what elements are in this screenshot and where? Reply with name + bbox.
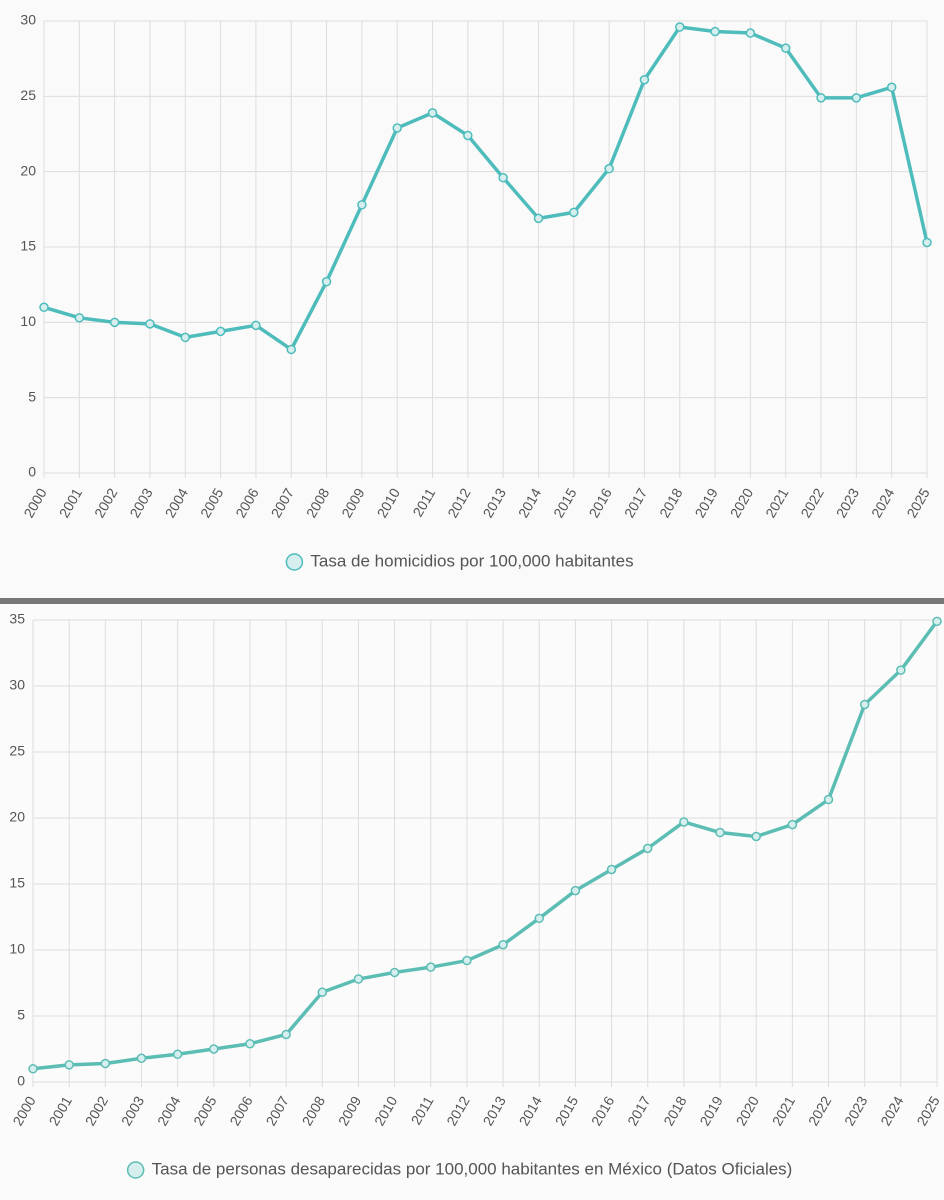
point <box>389 967 400 978</box>
point <box>606 864 617 875</box>
point <box>886 82 897 93</box>
point <box>353 974 364 984</box>
point <box>710 26 720 37</box>
y-tick-label: 35 <box>9 611 25 627</box>
point <box>639 75 650 85</box>
point <box>675 22 685 32</box>
point <box>463 130 473 141</box>
legend-label: Tasa de homicidios por 100,000 habitante… <box>310 551 633 570</box>
point <box>100 1058 111 1069</box>
point <box>679 817 689 827</box>
y-tick-label: 5 <box>28 388 36 404</box>
point <box>245 1038 255 1049</box>
point <box>392 123 402 133</box>
point <box>896 665 906 675</box>
point <box>533 213 544 224</box>
panel-background <box>0 604 944 1200</box>
point <box>534 913 544 924</box>
point <box>357 200 367 210</box>
separator <box>0 598 944 604</box>
y-tick-label: 0 <box>28 464 36 480</box>
point <box>39 302 49 313</box>
point <box>745 28 756 38</box>
point <box>172 1049 183 1060</box>
point <box>498 939 508 950</box>
point <box>109 317 120 328</box>
legend-marker <box>285 553 304 571</box>
point <box>859 699 870 710</box>
point <box>74 313 85 323</box>
point <box>462 955 472 966</box>
point <box>281 1029 291 1040</box>
series-line <box>32 620 939 1071</box>
y-tick-label: 20 <box>20 162 36 178</box>
point <box>569 207 579 218</box>
y-tick-label: 25 <box>9 743 25 759</box>
point <box>215 326 226 337</box>
point <box>317 987 328 997</box>
point <box>780 43 791 53</box>
point <box>426 962 436 972</box>
point <box>570 885 581 896</box>
legend-marker <box>126 1161 145 1179</box>
point <box>136 1053 147 1063</box>
point <box>427 108 438 118</box>
y-tick-label: 10 <box>9 941 25 957</box>
point <box>823 794 834 805</box>
point <box>64 1060 74 1070</box>
point <box>816 93 826 103</box>
point <box>642 843 653 854</box>
y-tick-label: 15 <box>9 875 25 891</box>
point <box>180 332 191 343</box>
panel-background <box>0 0 944 598</box>
point <box>498 172 508 183</box>
y-tick-label: 30 <box>20 12 36 28</box>
point <box>715 827 725 838</box>
y-tick-label: 30 <box>9 677 25 693</box>
y-tick-label: 15 <box>20 238 36 254</box>
point <box>209 1044 219 1054</box>
point <box>321 276 332 287</box>
point <box>932 616 942 627</box>
y-tick-label: 5 <box>17 1007 25 1023</box>
point <box>922 237 932 248</box>
legend-label: Tasa de personas desaparecidas por 100,0… <box>152 1159 793 1178</box>
point <box>851 93 862 103</box>
y-tick-label: 20 <box>9 809 25 825</box>
y-tick-label: 10 <box>20 313 36 329</box>
point <box>604 163 614 174</box>
point <box>251 320 261 331</box>
point <box>145 319 155 329</box>
point <box>28 1064 38 1074</box>
series-line <box>43 25 929 352</box>
point <box>286 344 296 355</box>
point <box>751 831 761 842</box>
y-tick-label: 0 <box>17 1073 25 1089</box>
point <box>787 819 798 830</box>
y-tick-label: 25 <box>20 87 36 103</box>
